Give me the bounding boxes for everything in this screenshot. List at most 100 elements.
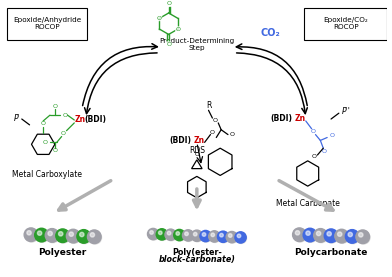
Circle shape [200, 230, 211, 242]
Circle shape [185, 232, 188, 236]
Circle shape [316, 231, 321, 236]
Circle shape [201, 231, 212, 242]
Circle shape [294, 229, 307, 242]
Circle shape [156, 229, 167, 240]
Circle shape [304, 229, 317, 242]
Text: Epoxide/Anhydride
ROCOP: Epoxide/Anhydride ROCOP [13, 17, 81, 30]
Circle shape [87, 230, 101, 243]
Circle shape [67, 230, 80, 243]
Text: Metal Carboxylate: Metal Carboxylate [12, 170, 82, 179]
Text: Metal Carbonate: Metal Carbonate [276, 199, 339, 208]
Text: P': P' [14, 114, 21, 122]
Circle shape [336, 230, 349, 243]
Circle shape [235, 232, 246, 243]
Circle shape [229, 234, 232, 237]
Text: Product-Determining
Step: Product-Determining Step [159, 38, 234, 51]
Circle shape [325, 230, 338, 243]
Circle shape [166, 230, 177, 241]
Circle shape [338, 232, 342, 236]
Circle shape [237, 234, 241, 238]
Text: O: O [330, 133, 335, 138]
Circle shape [357, 231, 370, 244]
Text: Zn: Zn [295, 114, 306, 122]
Circle shape [69, 232, 73, 236]
Circle shape [327, 232, 331, 236]
Circle shape [348, 232, 352, 237]
Text: O: O [230, 132, 235, 137]
Circle shape [218, 232, 229, 243]
Circle shape [158, 231, 162, 235]
Circle shape [46, 230, 59, 243]
Circle shape [90, 233, 94, 237]
Text: (BDI): (BDI) [84, 116, 106, 124]
Text: P'': P'' [342, 107, 350, 116]
Circle shape [149, 229, 159, 240]
Circle shape [191, 230, 203, 241]
Circle shape [227, 232, 238, 243]
Circle shape [89, 231, 102, 244]
Text: CO₂: CO₂ [261, 29, 281, 39]
Circle shape [335, 229, 348, 243]
Circle shape [48, 231, 53, 236]
Circle shape [165, 229, 176, 240]
Text: O: O [53, 104, 57, 109]
Circle shape [210, 232, 220, 242]
FancyBboxPatch shape [304, 8, 387, 40]
Text: block-carbonate): block-carbonate) [158, 255, 235, 264]
Circle shape [202, 233, 206, 236]
Circle shape [236, 233, 247, 243]
Text: O: O [322, 149, 327, 154]
Circle shape [345, 230, 359, 243]
Circle shape [27, 231, 31, 235]
Circle shape [57, 230, 70, 243]
FancyBboxPatch shape [7, 8, 87, 40]
Circle shape [176, 232, 180, 235]
Circle shape [324, 229, 338, 243]
Text: RDS: RDS [189, 146, 205, 155]
Circle shape [182, 230, 194, 241]
Text: O: O [312, 155, 317, 160]
Text: Polycarbonate: Polycarbonate [294, 248, 368, 257]
Circle shape [157, 230, 168, 240]
Circle shape [295, 231, 299, 235]
Circle shape [78, 231, 91, 244]
Circle shape [35, 228, 48, 242]
Circle shape [80, 232, 84, 237]
Circle shape [315, 230, 328, 243]
Circle shape [194, 232, 197, 236]
Circle shape [359, 233, 363, 237]
Circle shape [303, 228, 317, 242]
Circle shape [24, 228, 38, 242]
Circle shape [147, 229, 159, 240]
Circle shape [226, 232, 238, 243]
Circle shape [192, 231, 203, 242]
Circle shape [37, 231, 42, 235]
Text: Epoxide/CO₂
ROCOP: Epoxide/CO₂ ROCOP [323, 17, 368, 30]
Text: O: O [311, 129, 316, 134]
Text: (BDI): (BDI) [170, 136, 192, 145]
Text: R: R [206, 101, 211, 110]
Circle shape [218, 231, 229, 242]
Text: O: O [61, 131, 66, 136]
Circle shape [77, 230, 91, 243]
Circle shape [211, 233, 214, 237]
Circle shape [66, 229, 80, 243]
Circle shape [175, 230, 185, 241]
Text: O: O [63, 113, 68, 118]
Text: O: O [194, 152, 200, 157]
Circle shape [220, 233, 223, 237]
Text: O: O [43, 140, 48, 145]
Circle shape [36, 229, 49, 242]
Circle shape [58, 232, 63, 236]
Text: Zn: Zn [74, 116, 85, 124]
Circle shape [167, 231, 171, 235]
Circle shape [25, 229, 38, 242]
Circle shape [314, 229, 327, 242]
Text: O: O [41, 121, 46, 126]
Text: O: O [53, 148, 57, 153]
Circle shape [174, 229, 185, 241]
Text: O: O [166, 1, 171, 6]
Circle shape [306, 231, 310, 235]
Text: O: O [210, 130, 215, 135]
Circle shape [183, 231, 194, 242]
